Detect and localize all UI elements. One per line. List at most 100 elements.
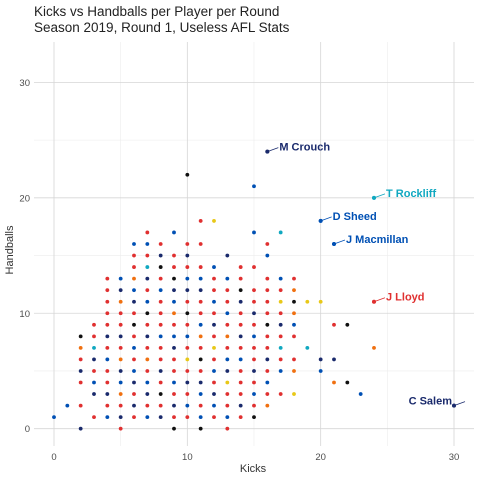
data-point	[145, 357, 150, 362]
data-point	[292, 334, 296, 339]
data-point	[212, 357, 216, 362]
data-point	[225, 299, 230, 304]
data-point	[172, 276, 176, 281]
data-point	[145, 369, 150, 373]
data-point	[145, 403, 150, 408]
data-point	[105, 276, 110, 281]
data-point	[225, 253, 230, 258]
data-point	[158, 322, 163, 327]
data-point	[172, 265, 176, 269]
data-point	[132, 334, 136, 339]
data-point	[145, 334, 150, 339]
player-label: C Salem	[409, 396, 453, 408]
data-point	[145, 230, 150, 235]
data-point	[252, 380, 256, 385]
data-point	[252, 403, 256, 408]
data-point	[132, 311, 136, 316]
data-point	[105, 392, 110, 396]
data-point	[105, 288, 110, 293]
title-block: Kicks vs Handballs per Player per Round …	[34, 4, 289, 36]
x-axis-title: Kicks	[240, 463, 267, 475]
data-point	[132, 345, 136, 350]
data-point	[132, 415, 136, 420]
y-axis-title: Handballs	[4, 225, 16, 274]
data-point	[132, 403, 136, 408]
data-point	[198, 311, 203, 316]
data-point	[78, 369, 83, 373]
data-point	[292, 276, 296, 281]
data-point	[318, 357, 323, 362]
data-point	[265, 369, 270, 373]
data-point	[212, 276, 216, 281]
data-point	[105, 299, 110, 304]
data-point	[132, 242, 136, 246]
data-point	[265, 299, 270, 304]
data-point	[145, 415, 150, 420]
data-point	[172, 288, 176, 293]
data-point	[225, 403, 230, 408]
data-point	[118, 276, 123, 281]
axis-ticks: 0 10 20 30 0 10 20 30	[19, 78, 459, 463]
data-point	[52, 415, 56, 420]
data-point	[158, 253, 163, 258]
data-point	[132, 288, 136, 293]
data-point	[118, 345, 123, 350]
player-labels: M Crouch T Rockliff D Sheed J Macmillan J Ll…	[265, 142, 466, 408]
data-point	[238, 403, 243, 408]
data-point	[145, 311, 150, 316]
data-point	[332, 322, 336, 327]
data-point	[172, 311, 176, 316]
data-point	[172, 380, 176, 385]
player-label: D Sheed	[333, 211, 377, 223]
data-point	[185, 415, 190, 420]
data-point	[238, 380, 243, 385]
data-point	[265, 345, 270, 350]
data-point	[238, 345, 243, 350]
data-point	[92, 357, 96, 362]
data-point	[118, 369, 123, 373]
data-point	[185, 242, 190, 246]
data-point	[212, 334, 216, 339]
data-point	[358, 392, 363, 396]
data-point	[372, 345, 376, 350]
data-point	[252, 265, 256, 269]
data-point	[185, 403, 190, 408]
data-point	[238, 311, 243, 316]
data-point	[305, 299, 310, 304]
data-point	[158, 369, 163, 373]
data-point	[105, 345, 110, 350]
data-point	[238, 276, 243, 281]
data-point	[132, 369, 136, 373]
data-point	[225, 322, 230, 327]
data-point	[198, 392, 203, 396]
data-point	[145, 265, 150, 269]
y-tick-label: 10	[19, 309, 30, 320]
data-point	[92, 380, 96, 385]
data-point	[212, 415, 216, 420]
data-point	[65, 403, 70, 408]
data-point	[145, 380, 150, 385]
data-point	[158, 392, 163, 396]
data-point	[212, 345, 216, 350]
data-point	[185, 357, 190, 362]
data-point	[78, 357, 83, 362]
data-point	[212, 322, 216, 327]
data-point	[172, 426, 176, 431]
data-point	[265, 253, 270, 258]
x-tick-label: 0	[51, 452, 56, 463]
label-leader-line	[373, 193, 386, 199]
data-point	[292, 322, 296, 327]
data-point	[158, 357, 163, 362]
data-point	[198, 265, 203, 269]
data-point	[198, 299, 203, 304]
data-point	[185, 322, 190, 327]
label-leader-line	[453, 401, 466, 406]
data-point	[265, 403, 270, 408]
data-point	[185, 299, 190, 304]
data-point	[92, 322, 96, 327]
data-point	[198, 415, 203, 420]
data-point	[225, 334, 230, 339]
x-tick-label: 20	[315, 452, 326, 463]
y-tick-label: 0	[25, 424, 30, 435]
label-leader-line	[320, 216, 332, 222]
